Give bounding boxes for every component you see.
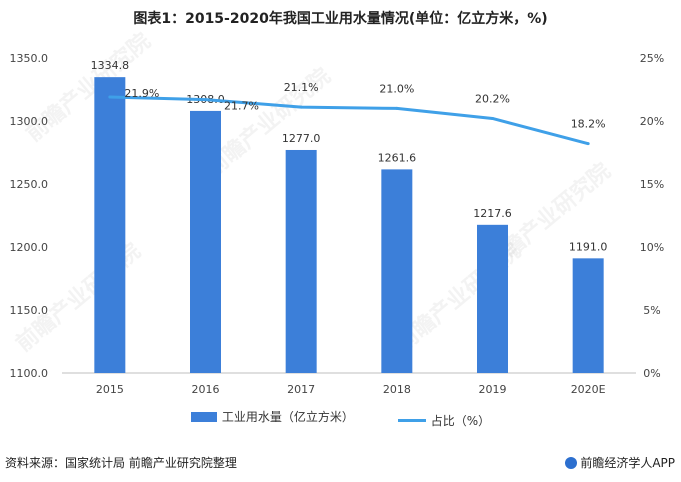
x-tick-label: 2016: [192, 383, 220, 396]
x-tick-label: 2015: [96, 383, 124, 396]
legend-line-swatch: [397, 418, 426, 422]
bar-value-label: 1217.6: [473, 207, 512, 220]
line-point: [299, 105, 303, 109]
y-right-tick-label: 25%: [640, 52, 664, 65]
y-left-tick-label: 1200.0: [10, 241, 49, 254]
line-value-label: 21.9%: [124, 87, 159, 100]
chart-title: 图表1：2015-2020年我国工业用水量情况(单位：亿立方米，%): [133, 11, 548, 27]
brand-name: 前瞻经济学人APP: [580, 456, 675, 470]
line-point: [586, 142, 590, 146]
y-left-tick-label: 1300.0: [10, 115, 49, 128]
bar: [572, 258, 604, 373]
bar-value-label: 1277.0: [282, 132, 321, 145]
y-left-tick-label: 1150.0: [10, 304, 49, 317]
bar: [381, 169, 413, 373]
bar: [190, 110, 221, 374]
y-right-tick-label: 5%: [643, 304, 660, 317]
line-value-label: 21.1%: [284, 81, 319, 94]
legend-bar-label: 工业用水量（亿立方米）: [221, 410, 354, 424]
legend-line-label: 占比（%）: [430, 413, 491, 428]
line-value-label: 21.0%: [379, 82, 414, 95]
bar-value-label: 1334.8: [91, 59, 130, 72]
bar-value-label: 1261.6: [378, 151, 417, 164]
chart-legend: 工业用水量（亿立方米） 占比（%）: [0, 408, 681, 429]
source-note: 资料来源：国家统计局 前瞻产业研究院整理: [5, 456, 237, 470]
line-series: [109, 95, 589, 146]
y-right-tick-label: 10%: [640, 241, 664, 254]
y-right-tick-label: 15%: [640, 178, 664, 191]
line-point: [108, 95, 112, 99]
bar: [285, 149, 317, 373]
y-left-tick-label: 1100.0: [10, 367, 49, 380]
line-value-label: 20.2%: [475, 92, 510, 105]
chart-plot: 1100.0 1150.0 1200.0 1250.0 1300.0 1350.0 0% 5%…: [10, 52, 665, 396]
brand-credit: 前瞻经济学人APP: [565, 454, 675, 471]
legend-item-line: 占比（%）: [397, 412, 491, 429]
bar-value-label: 1191.0: [569, 240, 608, 253]
x-tick-label: 2020E: [571, 383, 606, 396]
x-tick-label: 2019: [479, 383, 507, 396]
line-point: [204, 98, 207, 102]
y-right-tick-label: 20%: [640, 115, 664, 128]
line-point: [491, 116, 494, 120]
y-left-tick-label: 1350.0: [10, 52, 49, 65]
line-point: [395, 106, 399, 110]
bar: [477, 224, 508, 373]
bar: [94, 77, 126, 373]
x-tick-label: 2018: [383, 383, 411, 396]
x-tick-label: 2017: [287, 383, 315, 396]
y-right-tick-label: 0%: [643, 367, 660, 380]
legend-bar-swatch: [190, 411, 217, 422]
line-value-label: 18.2%: [571, 118, 606, 131]
line-value-label: 21.7%: [224, 100, 259, 113]
brand-logo-icon: [565, 457, 578, 469]
y-left-tick-label: 1250.0: [10, 178, 49, 191]
legend-item-bar: 工业用水量（亿立方米）: [190, 408, 354, 425]
